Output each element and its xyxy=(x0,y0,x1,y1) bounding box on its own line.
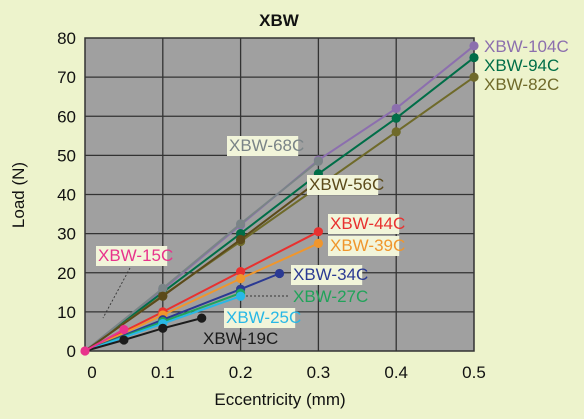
data-point xyxy=(274,268,285,279)
x-tick-label: 0 xyxy=(87,363,96,382)
series-label-bg xyxy=(291,265,363,285)
data-point xyxy=(197,313,207,323)
data-point xyxy=(236,234,246,245)
y-tick-label: 0 xyxy=(67,342,76,361)
data-point xyxy=(119,335,129,345)
series-label-bg xyxy=(328,236,400,256)
series-label-xbw-44c: XBW-44C xyxy=(330,214,405,233)
x-tick-label: 0.5 xyxy=(462,363,486,382)
data-point xyxy=(391,127,401,137)
series-xbw-19c xyxy=(84,313,207,352)
series-line xyxy=(84,328,125,352)
series-line xyxy=(84,160,320,352)
data-point xyxy=(236,219,246,229)
data-point xyxy=(158,283,168,293)
leader-lines xyxy=(102,267,288,319)
series-line xyxy=(84,180,320,352)
data-point xyxy=(158,323,168,333)
series-label-bg xyxy=(227,136,299,156)
data-point xyxy=(236,274,246,284)
series-line xyxy=(84,56,475,352)
data-point xyxy=(313,156,323,166)
series-layer xyxy=(80,41,479,356)
data-point xyxy=(158,291,168,301)
series-label-xbw-82c: XBW-82C xyxy=(484,75,559,94)
data-point xyxy=(236,291,246,301)
leader-line xyxy=(102,267,131,319)
y-axis-label: Load (N) xyxy=(9,162,28,228)
y-tick-label: 70 xyxy=(57,68,76,87)
series-label-xbw-15c: XBW-15C xyxy=(98,246,173,265)
y-tick-label: 10 xyxy=(57,303,76,322)
series-xbw-15c xyxy=(84,324,129,352)
series-label-xbw-56c: XBW-56C xyxy=(309,175,384,194)
data-point xyxy=(313,227,323,237)
y-tick-label: 40 xyxy=(57,186,76,205)
series-line xyxy=(84,317,202,352)
series-label-xbw-104c: XBW-104C xyxy=(484,37,569,56)
series-label-xbw-19c: XBW-19C xyxy=(203,329,278,348)
series-label-xbw-94c: XBW-94C xyxy=(484,56,559,75)
y-tick-label: 50 xyxy=(57,146,76,165)
series-xbw-68c xyxy=(84,156,323,352)
data-point xyxy=(391,113,401,123)
data-point xyxy=(119,324,129,335)
y-tick-label: 60 xyxy=(57,107,76,126)
series-label-bg xyxy=(328,214,400,234)
series-label-xbw-68c: XBW-68C xyxy=(229,136,304,155)
data-point xyxy=(391,103,401,114)
x-tick-label: 0.2 xyxy=(229,363,253,382)
series-label-bg xyxy=(224,308,296,328)
y-tick-label: 80 xyxy=(57,29,76,48)
data-point xyxy=(469,52,479,63)
x-tick-label: 0.4 xyxy=(384,363,408,382)
x-tick-labels: 0 0.1 0.2 0.3 0.4 0.5 xyxy=(87,363,486,382)
series-label-xbw-27c: XBW-27C xyxy=(293,287,368,306)
series-label-xbw-39c: XBW-39C xyxy=(330,236,405,255)
series-label-xbw-34c: XBW-34C xyxy=(293,265,368,284)
x-tick-label: 0.1 xyxy=(151,363,175,382)
plot-frame xyxy=(84,37,475,352)
grid-lines xyxy=(84,37,475,352)
series-label-bg xyxy=(307,175,379,195)
x-tick-label: 0.3 xyxy=(307,363,331,382)
data-point xyxy=(236,266,246,277)
chart-title: XBW xyxy=(259,11,300,30)
series-label-bg xyxy=(96,246,168,266)
x-axis-label: Eccentricity (mm) xyxy=(214,390,345,409)
y-tick-labels: 0 10 20 30 40 50 60 70 80 xyxy=(57,29,76,361)
data-point xyxy=(469,72,479,82)
origin-point xyxy=(80,346,90,356)
data-point xyxy=(469,41,479,51)
y-tick-label: 20 xyxy=(57,264,76,283)
y-tick-label: 30 xyxy=(57,225,76,244)
series-label-xbw-25c: XBW-25C xyxy=(226,308,301,327)
data-point xyxy=(313,238,323,249)
